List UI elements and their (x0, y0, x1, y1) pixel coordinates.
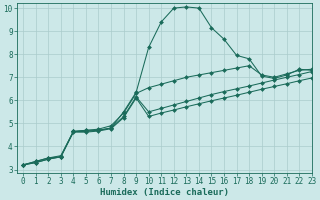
X-axis label: Humidex (Indice chaleur): Humidex (Indice chaleur) (100, 188, 229, 197)
